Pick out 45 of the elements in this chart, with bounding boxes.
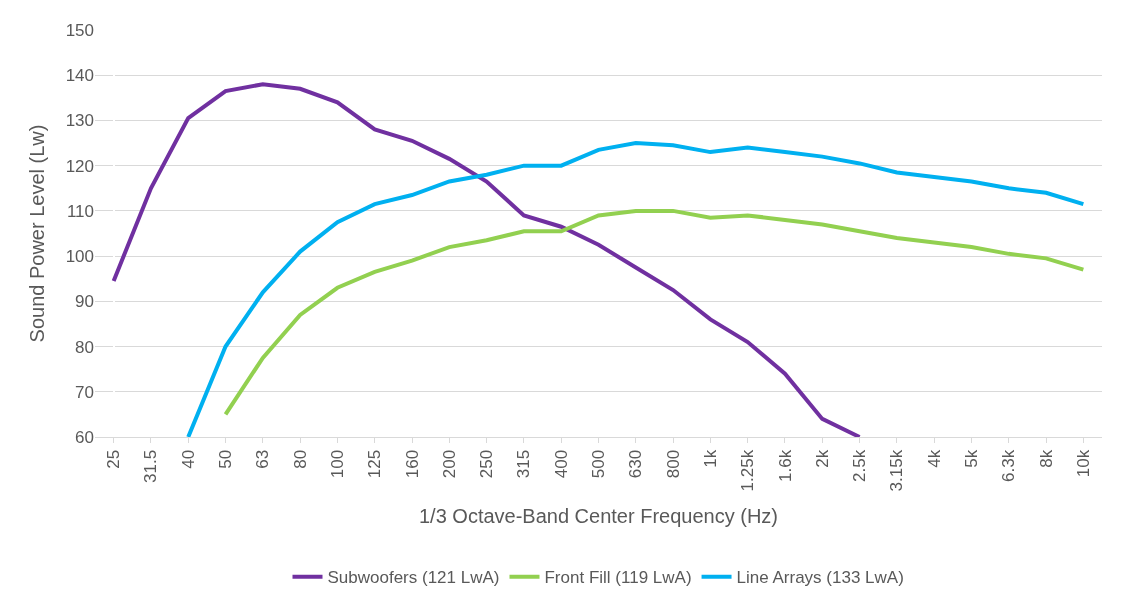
x-tick-label: 400 [551,449,571,479]
y-tick-label: 120 [65,156,94,176]
y-tick-label: 100 [65,247,94,267]
x-tick-label: 50 [216,449,236,469]
x-tick-label: 800 [663,449,683,479]
x-tick-label: 1.25k [738,449,758,492]
x-tick-label: 5k [961,449,981,468]
y-tick-label: 80 [75,337,94,357]
x-tick-label: 315 [514,449,534,479]
line-series [111,82,862,437]
x-tick-label: 80 [290,449,310,469]
x-tick-label: 8k [1036,449,1056,468]
x-tick-label: 200 [439,449,459,479]
x-tick-label: 6.3k [999,449,1019,482]
y-tick-label: 110 [66,201,94,221]
x-axis-title: 1/3 Octave-Band Center Frequency (Hz) [418,504,779,527]
x-tick-label: 2.5k [850,449,870,482]
legend-label: Line Arrays (133 LwA) [736,568,904,588]
y-tick-label: 130 [65,111,94,131]
y-tick-label: 90 [75,292,94,312]
x-tick-label: 4k [924,449,944,468]
x-tick-label: 2k [812,449,832,468]
x-tick-label: 10k [1073,449,1093,478]
x-tick-label: 500 [589,449,609,479]
x-tick-label: 40 [178,449,198,469]
legend-label: Front Fill (119 LwA) [544,568,692,588]
y-tick-label: 70 [75,382,94,402]
x-tick-label: 125 [365,449,385,479]
x-tick-label: 630 [626,449,646,479]
x-tick-label: 160 [402,449,422,479]
x-tick-label: 3.15k [887,449,907,492]
x-tick-label: 1k [700,449,720,468]
y-tick-label: 60 [75,427,94,447]
line-series [223,208,1086,417]
y-tick-label: 140 [65,66,94,86]
x-tick-label: 250 [477,449,497,479]
y-tick-label: 150 [65,20,94,40]
x-tick-label: 63 [253,449,273,469]
y-axis-title: Sound Power Level (Lw) [26,124,49,343]
x-tick-label: 1.6k [775,449,795,482]
x-tick-label: 100 [327,449,347,479]
x-tick-label: 31.5 [141,449,161,483]
x-tick-label: 25 [104,449,124,469]
line-series [186,141,1086,437]
legend-label: Subwoofers (121 LwA) [327,568,500,588]
